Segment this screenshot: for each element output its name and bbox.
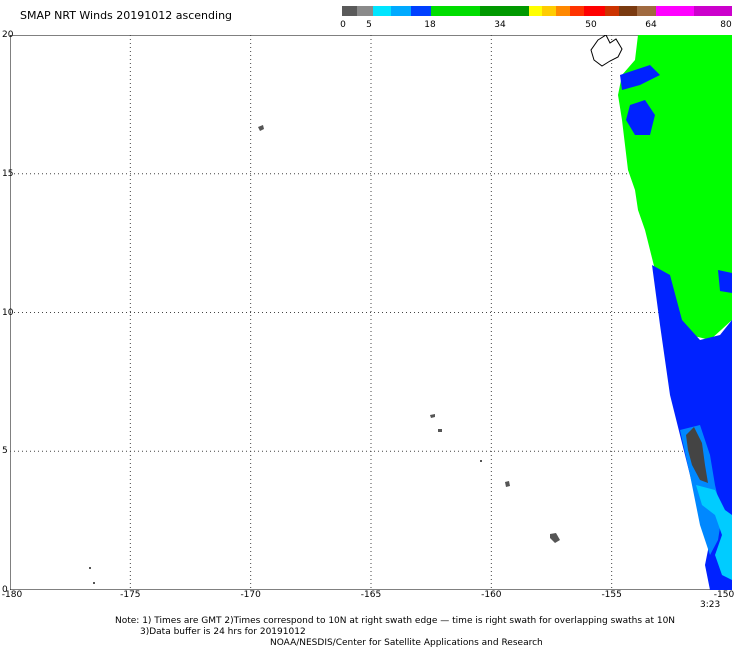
colorbar-segment bbox=[479, 6, 529, 16]
colorbar-segment bbox=[528, 6, 543, 16]
island-kiribati bbox=[550, 533, 560, 543]
small-islands bbox=[89, 125, 560, 584]
swath-moderate-top bbox=[620, 65, 660, 90]
island-baker bbox=[438, 429, 442, 432]
island-small-south-2 bbox=[93, 582, 95, 584]
colorbar-segment bbox=[357, 6, 373, 16]
colorbar-segment bbox=[618, 6, 638, 16]
colorbar-segment bbox=[637, 6, 656, 16]
colorbar-segment bbox=[372, 6, 391, 16]
lat-label: 0 bbox=[2, 585, 8, 595]
island-small-south-1 bbox=[89, 567, 91, 569]
colorbar-segment bbox=[693, 6, 732, 16]
lat-label: 5 bbox=[2, 446, 8, 457]
colorbar-label: 0 bbox=[340, 20, 346, 30]
hawaii-island-outline bbox=[590, 35, 623, 67]
note-line-2: 3)Data buffer is 24 hrs for 20191012 bbox=[140, 627, 306, 637]
colorbar-label: 80 bbox=[720, 20, 732, 30]
swath-moderate-patch bbox=[626, 100, 655, 135]
island-howland bbox=[430, 414, 435, 418]
note-line-1: Note: 1) Times are GMT 2)Times correspon… bbox=[115, 616, 676, 626]
swath-moderate-right bbox=[718, 270, 732, 293]
lon-label: -170 bbox=[240, 590, 261, 600]
colorbar-label: 5 bbox=[366, 20, 372, 30]
note-line-3: NOAA/NESDIS/Center for Satellite Applica… bbox=[270, 638, 543, 648]
island-johnston bbox=[258, 125, 264, 131]
lon-label: -165 bbox=[360, 590, 382, 600]
map-canvas bbox=[10, 35, 732, 590]
pass-time-label: 3:23 bbox=[700, 600, 721, 610]
colorbar-segment bbox=[430, 6, 480, 16]
island-jarvis-dot bbox=[480, 460, 482, 462]
swath-land-patch bbox=[686, 427, 708, 483]
colorbar-segment bbox=[556, 6, 570, 16]
lon-label: -180 bbox=[1, 590, 23, 600]
swath-cyan-patch bbox=[696, 485, 732, 580]
lat-label: 10 bbox=[2, 307, 14, 318]
colorbar-segment bbox=[655, 6, 694, 16]
lon-label: -160 bbox=[481, 590, 502, 600]
colorbar-label: 64 bbox=[645, 20, 657, 30]
colorbar-segment bbox=[583, 6, 606, 16]
wind-swath bbox=[618, 35, 732, 590]
island-jarvis bbox=[505, 481, 510, 487]
lon-label: -175 bbox=[120, 590, 141, 600]
colorbar-label: 34 bbox=[494, 20, 506, 30]
colorbar-segment bbox=[390, 6, 411, 16]
colorbar-segment bbox=[569, 6, 584, 16]
lat-label: 15 bbox=[2, 168, 14, 179]
colorbar-label: 50 bbox=[585, 20, 597, 30]
colorbar-label: 18 bbox=[424, 20, 436, 30]
map-title: SMAP NRT Winds 20191012 ascending bbox=[20, 9, 233, 22]
grid-lines bbox=[10, 35, 732, 590]
lat-label: 20 bbox=[2, 30, 14, 40]
lon-label: -150 bbox=[713, 590, 735, 600]
colorbar-segment bbox=[542, 6, 557, 16]
lon-label: -155 bbox=[601, 590, 622, 600]
map-plot bbox=[10, 35, 732, 590]
colorbar-segment bbox=[605, 6, 619, 16]
colorbar bbox=[342, 6, 732, 16]
colorbar-segment bbox=[342, 6, 358, 16]
colorbar-segment bbox=[410, 6, 431, 16]
